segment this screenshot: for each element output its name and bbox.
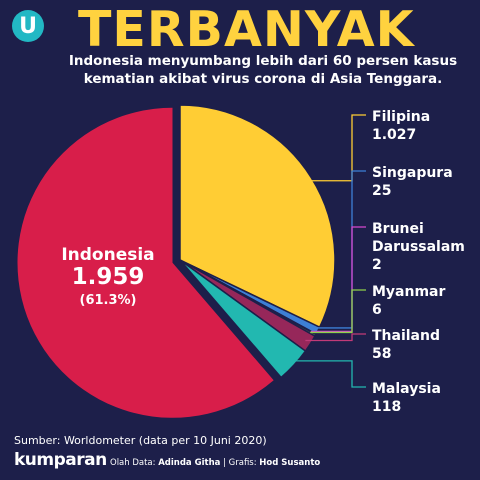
slice-label-thailand-1: 58 — [372, 346, 391, 362]
page-title: TERBANYAK — [78, 1, 415, 58]
slice-label-singapura-0: Singapura — [372, 165, 453, 181]
slice-label-myanmar-0: Myanmar — [372, 284, 446, 300]
slice-label-brunei-darussalam-0: Brunei — [372, 221, 424, 237]
pie-slice-filipina — [179, 104, 336, 329]
pie-slice-indonesia — [17, 107, 274, 418]
slice-label-indonesia-name: Indonesia — [61, 245, 154, 265]
slice-label-malaysia-1: 118 — [372, 399, 401, 415]
slice-label-indonesia-value: 1.959 — [72, 264, 145, 290]
slice-label-malaysia-0: Malaysia — [372, 381, 441, 397]
slice-label-filipina-0: Filipina — [372, 109, 430, 125]
page-subtitle: Indonesia menyumbang lebih dari 60 perse… — [68, 53, 458, 87]
slice-label-indonesia-percent: (61.3%) — [80, 293, 137, 308]
brand-wordmark: kumparan — [14, 450, 107, 470]
pie-slice-malaysia — [179, 259, 307, 379]
leader-line-malaysia — [289, 360, 366, 388]
leader-line-thailand — [305, 333, 366, 342]
slice-label-brunei-darussalam-1: Darussalam — [372, 239, 465, 255]
credits: Olah Data: Adinda Githa | Grafis: Hod Su… — [110, 458, 321, 468]
leader-line-myanmar — [310, 289, 366, 334]
leader-line-filipina — [306, 114, 366, 182]
slice-label-filipina-1: 1.027 — [372, 127, 416, 143]
slice-label-brunei-darussalam-2: 2 — [372, 257, 382, 273]
leader-line-brunei-darussalam — [310, 226, 366, 333]
slice-label-singapura-1: 25 — [372, 183, 391, 199]
slice-label-thailand-0: Thailand — [372, 328, 440, 344]
source-note: Sumber: Worldometer (data per 10 Juni 20… — [14, 434, 267, 447]
brand-logo-icon: U — [12, 10, 44, 42]
slice-label-myanmar-1: 6 — [372, 302, 382, 318]
